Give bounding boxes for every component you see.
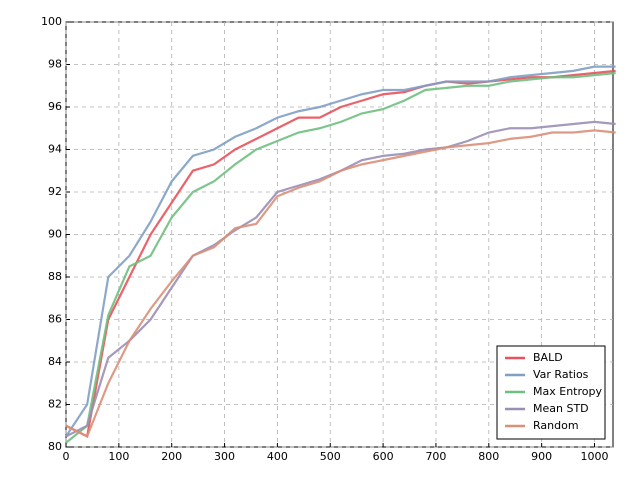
x-tick-label: 800	[478, 450, 499, 463]
x-tick-label: 600	[373, 450, 394, 463]
y-tick-label: 80	[48, 440, 62, 453]
legend-label: BALD	[533, 351, 563, 364]
x-tick-label: 0	[63, 450, 70, 463]
y-tick-label: 90	[48, 228, 62, 241]
x-tick-label: 700	[425, 450, 446, 463]
x-tick-label: 1000	[581, 450, 609, 463]
legend-label: Mean STD	[533, 402, 589, 415]
y-tick-label: 100	[41, 15, 62, 28]
y-tick-label: 96	[48, 100, 62, 113]
legend-label: Random	[533, 419, 579, 432]
y-tick-label: 98	[48, 58, 62, 71]
x-tick-label: 300	[214, 450, 235, 463]
y-tick-label: 92	[48, 185, 62, 198]
series-line	[65, 69, 616, 439]
x-tick-label: 500	[320, 450, 341, 463]
y-tick-label: 86	[48, 313, 62, 326]
y-tick-label: 94	[48, 143, 62, 156]
x-tick-label: 200	[161, 450, 182, 463]
y-tick-label: 82	[48, 398, 62, 411]
legend-label: Var Ratios	[533, 368, 589, 381]
legend-label: Max Entropy	[533, 385, 602, 398]
series-line	[65, 71, 616, 444]
x-tick-label: 400	[267, 450, 288, 463]
series-line	[65, 65, 616, 437]
series-line	[65, 129, 616, 438]
x-tick-label: 100	[108, 450, 129, 463]
x-tick-label: 900	[531, 450, 552, 463]
y-tick-label: 88	[48, 270, 62, 283]
y-tick-label: 84	[48, 355, 62, 368]
